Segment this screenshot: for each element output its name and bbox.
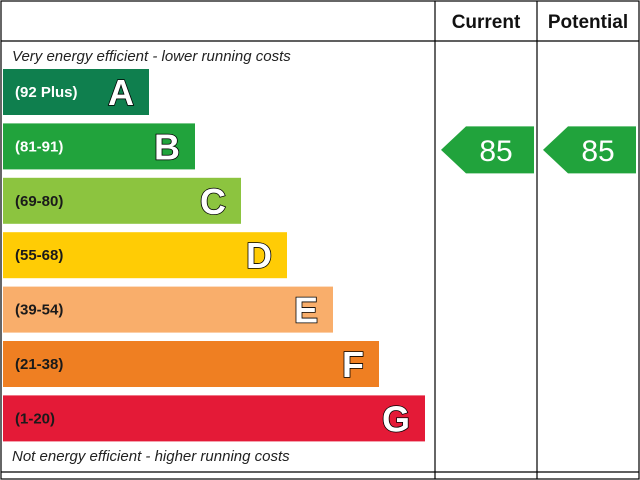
band-d-range: (55-68) [15, 247, 63, 264]
band-f-range: (21-38) [15, 356, 63, 373]
potential-score-arrow [543, 126, 636, 174]
band-c-letter: C [200, 181, 226, 222]
band-b-range: (81-91) [15, 138, 63, 155]
current-score-value: 85 [479, 135, 512, 168]
current-header: Current [452, 12, 521, 33]
inefficient-note: Not energy efficient - higher running co… [12, 448, 290, 465]
band-b-bar [3, 123, 195, 170]
band-d-letter: D [246, 235, 272, 276]
band-a-range: (92 Plus) [15, 84, 78, 101]
band-a-letter: A [108, 72, 134, 113]
band-d-bar [3, 232, 287, 279]
band-g-range: (1-20) [15, 410, 55, 427]
band-e-range: (39-54) [15, 302, 63, 319]
band-g-letter: G [382, 398, 410, 439]
band-e-bar [3, 286, 333, 333]
band-c-range: (69-80) [15, 193, 63, 210]
band-f-letter: F [342, 344, 364, 385]
band-f-bar [3, 341, 379, 387]
efficient-note: Very energy efficient - lower running co… [12, 48, 291, 65]
current-score-arrow [441, 126, 534, 174]
band-c-bar [3, 177, 241, 224]
rating-scores: 85 85 [441, 126, 636, 174]
band-e-letter: E [294, 290, 318, 331]
band-a-bar [3, 69, 149, 115]
band-b-letter: B [154, 126, 180, 167]
potential-header: Potential [548, 12, 628, 33]
potential-score-value: 85 [581, 135, 614, 168]
rating-bands: (92 Plus) A (81-91) B (69-80) C (55-68) D (39-54… [3, 69, 425, 442]
band-g-bar [3, 395, 425, 442]
